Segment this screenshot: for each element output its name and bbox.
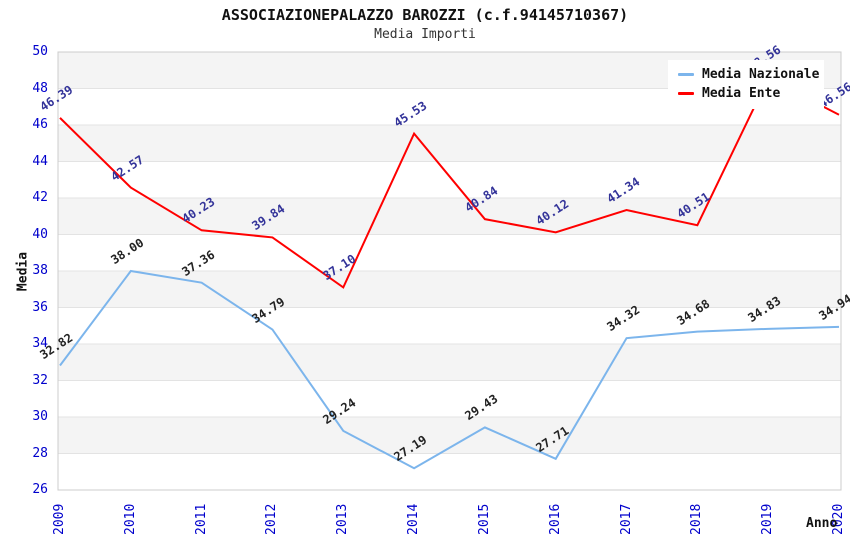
plot-band — [58, 271, 841, 308]
plot-band — [58, 125, 841, 162]
line-swatch-icon — [678, 73, 694, 76]
series-line-media-ente — [59, 76, 840, 289]
x-axis-title: Anno — [806, 516, 838, 531]
line-swatch-icon — [678, 92, 694, 95]
legend-label: Media Nazionale — [702, 67, 820, 82]
legend: Media Nazionale Media Ente — [668, 60, 824, 109]
plot-band — [58, 198, 841, 235]
legend-item-media-ente[interactable]: Media Ente — [678, 84, 824, 103]
legend-item-media-nazionale[interactable]: Media Nazionale — [678, 65, 824, 84]
plot-band — [58, 344, 841, 381]
y-axis-title: Media — [15, 251, 31, 292]
plot-border — [57, 51, 842, 491]
series-line-media-nazionale — [59, 269, 840, 470]
legend-label: Media Ente — [702, 86, 781, 101]
chart-subtitle: Media Importi — [374, 27, 476, 42]
chart-title: ASSOCIAZIONEPALAZZO BAROZZI (c.f.9414571… — [221, 6, 629, 24]
